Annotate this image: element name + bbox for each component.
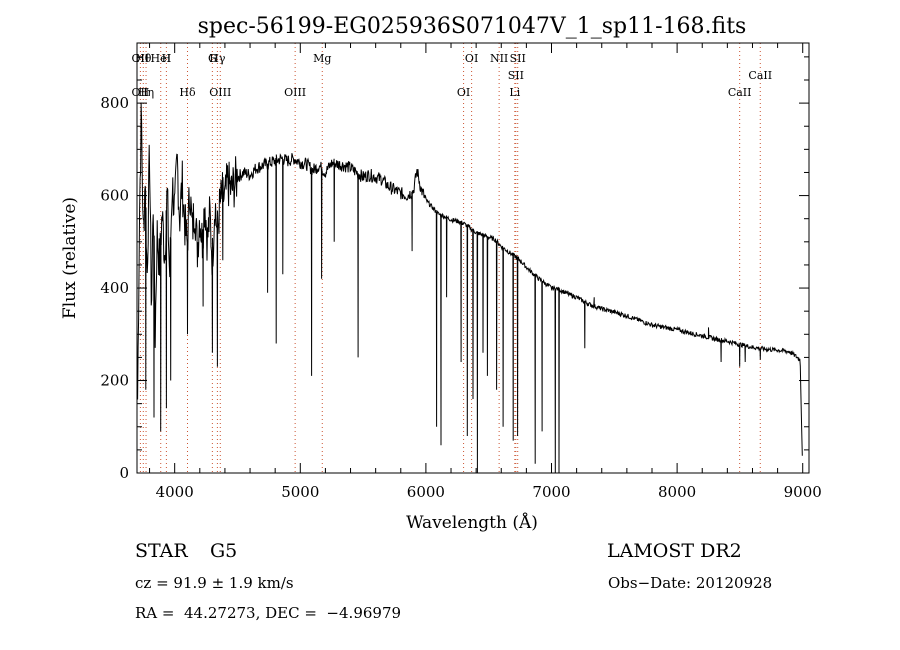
line-label: CaII	[728, 86, 752, 99]
line-label: Li	[509, 86, 520, 99]
x-tick-label: 5000	[281, 483, 319, 501]
y-tick-label: 200	[100, 372, 129, 390]
coordinates: RA = 44.27273, DEC = −4.96979	[135, 604, 402, 622]
line-label: Hθ	[135, 52, 152, 65]
plot-area	[136, 42, 810, 474]
survey-name: LAMOST DR2	[607, 540, 742, 562]
line-label: SII	[510, 52, 526, 65]
line-label: Hδ	[179, 86, 196, 99]
redshift-velocity: cz = 91.9 ± 1.9 km/s	[135, 574, 294, 592]
chart-title: spec-56199-EG025936S071047V_1_sp11-168.f…	[198, 14, 747, 39]
axis-ticks: 4000 5000 6000 7000 8000 9000 0 200 400 600 800	[100, 43, 822, 501]
line-markers	[139, 43, 761, 473]
line-label: OIII	[284, 86, 306, 99]
object-subclass: G5	[210, 540, 238, 562]
spectrum-line	[137, 102, 803, 474]
x-axis-label: Wavelength (Å)	[406, 512, 538, 533]
line-label: OI	[465, 52, 478, 65]
x-tick-label: 9000	[784, 483, 822, 501]
line-label: NII	[490, 52, 508, 65]
line-label: HeI	[151, 52, 171, 65]
x-tick-label: 6000	[407, 483, 445, 501]
line-label: OII	[132, 86, 150, 99]
y-tick-label: 600	[100, 187, 129, 205]
plot-frame	[136, 42, 810, 474]
y-tick-label: 0	[119, 464, 129, 482]
line-label: OI	[457, 86, 470, 99]
x-tick-label: 8000	[658, 483, 696, 501]
observation-date: Obs−Date: 20120928	[608, 574, 773, 592]
line-label: OIII	[209, 86, 231, 99]
line-label: Mg	[313, 52, 331, 65]
line-label: H	[162, 52, 172, 65]
x-tick-label: 4000	[156, 483, 194, 501]
x-tick-label: 7000	[532, 483, 570, 501]
y-axis-label: Flux (relative)	[60, 197, 80, 319]
line-label: SII	[508, 69, 524, 82]
line-label: Hη	[138, 86, 154, 99]
object-class: STAR	[135, 540, 188, 562]
y-tick-label: 400	[100, 279, 129, 297]
y-tick-label: 800	[100, 94, 129, 112]
line-label: CaII	[748, 69, 772, 82]
line-label: OII	[132, 52, 150, 65]
line-label: G	[208, 52, 217, 65]
line-label: Hγ	[209, 52, 226, 65]
